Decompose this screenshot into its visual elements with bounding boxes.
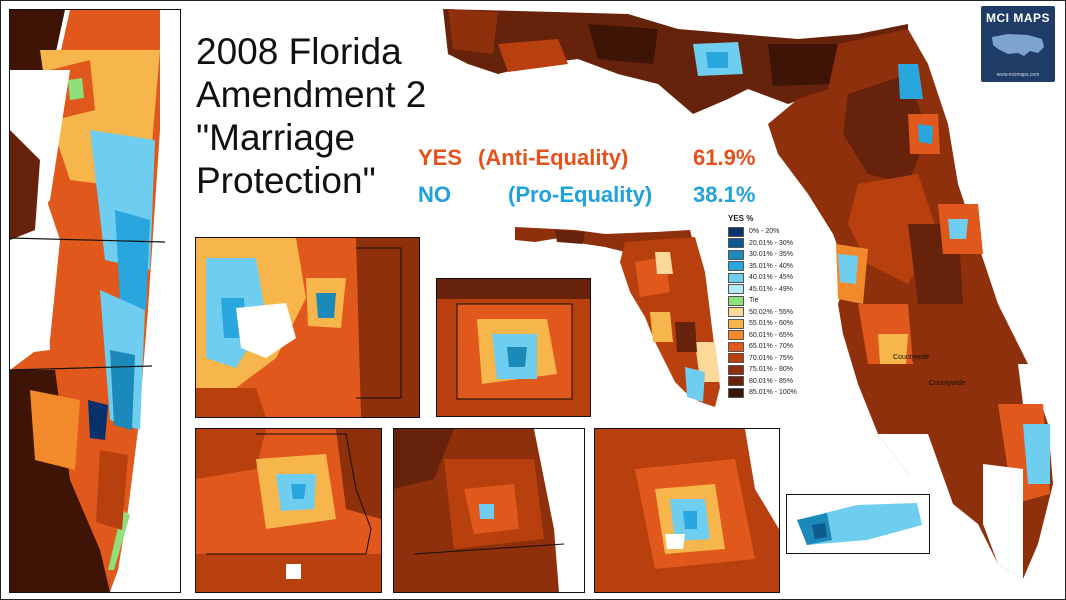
logo-url: www.mcimaps.com	[996, 72, 1040, 78]
statewide-precinct-map[interactable]	[438, 4, 1063, 596]
map-title: 2008 Florida Amendment 2 "Marriage Prote…	[196, 30, 436, 202]
legend-item: 45.01% - 49%	[728, 284, 828, 296]
central-florida-inset-map[interactable]	[594, 428, 780, 593]
legend-label: 70.01% - 75%	[749, 354, 793, 362]
legend-item: 70.01% - 75%	[728, 353, 828, 365]
jacksonville-map-svg	[394, 429, 584, 592]
legend-label: 75.01% - 80%	[749, 366, 793, 374]
statewide-map-svg	[443, 9, 1053, 579]
legend-swatch	[728, 238, 744, 249]
legend-label: 45.01% - 49%	[749, 285, 793, 293]
legend-swatch	[728, 284, 744, 295]
legend-label: 50.02% - 55%	[749, 308, 793, 316]
countywide-label-1: Countywide	[893, 354, 930, 361]
title-line-2: Amendment 2	[196, 74, 427, 115]
legend-item: 60.01% - 65%	[728, 330, 828, 342]
legend-item: 20.01% - 30%	[728, 238, 828, 250]
legend-label: 30.01% - 35%	[749, 251, 793, 259]
central-florida-map-svg	[595, 429, 779, 592]
legend-label: 55.01% - 60%	[749, 320, 793, 328]
tampa-bay-inset-map[interactable]	[195, 237, 420, 418]
legend-label: 35.01% - 40%	[749, 262, 793, 270]
title-line-4: Protection"	[196, 160, 376, 201]
legend-title: YES %	[728, 214, 754, 223]
legend-item: 0% - 20%	[728, 226, 828, 238]
legend-swatch	[728, 318, 744, 329]
yes-percent: 61.9%	[693, 145, 756, 170]
legend-swatch	[728, 307, 744, 318]
legend-label: 85.01% - 100%	[749, 389, 797, 397]
legend-swatch	[728, 249, 744, 260]
orlando-inset-map[interactable]	[436, 278, 591, 417]
legend-swatch	[728, 330, 744, 341]
legend-swatch	[728, 387, 744, 398]
no-label: NO	[418, 182, 451, 207]
title-line-1: 2008 Florida	[196, 31, 402, 72]
legend-item: 65.01% - 70%	[728, 341, 828, 353]
gainesville-map-svg	[196, 429, 381, 592]
legend-label: 65.01% - 70%	[749, 343, 793, 351]
legend-item: 30.01% - 35%	[728, 249, 828, 261]
legend-swatch	[728, 376, 744, 387]
orlando-map-svg	[437, 279, 590, 416]
southeast-coast-detail-map[interactable]	[9, 9, 181, 593]
southeast-coast-map-svg	[10, 10, 180, 592]
legend-swatch	[728, 226, 744, 237]
legend-swatch	[728, 295, 744, 306]
legend-label: 80.01% - 85%	[749, 377, 793, 385]
legend-item: 75.01% - 80%	[728, 364, 828, 376]
no-percent: 38.1%	[693, 182, 756, 207]
florida-keys-inset-map[interactable]	[786, 494, 930, 554]
no-description: (Pro-Equality)	[508, 182, 653, 207]
legend-swatch	[728, 261, 744, 272]
legend-item: 85.01% - 100%	[728, 387, 828, 399]
keys-map-svg	[787, 495, 929, 553]
legend-label: Tie	[749, 297, 759, 305]
legend-swatch	[728, 364, 744, 375]
overview-map-svg	[515, 227, 720, 407]
legend-swatch	[728, 272, 744, 283]
mci-maps-logo: MCI MAPS www.mcimaps.com	[981, 6, 1055, 82]
legend-item: 50.02% - 55%	[728, 307, 828, 319]
us-map-icon	[992, 34, 1044, 56]
title-line-3: "Marriage	[196, 117, 356, 158]
legend-item: 40.01% - 45%	[728, 272, 828, 284]
gainesville-inset-map[interactable]	[195, 428, 382, 593]
legend-item: 80.01% - 85%	[728, 376, 828, 388]
legend-label: 60.01% - 65%	[749, 331, 793, 339]
tampa-map-svg	[196, 238, 419, 417]
yes-label: YES	[418, 145, 463, 170]
legend-label: 20.01% - 30%	[749, 239, 793, 247]
countywide-label-2: Countywide	[929, 380, 966, 387]
legend-swatch	[728, 353, 744, 364]
legend-item: 55.01% - 60%	[728, 318, 828, 330]
legend-swatch	[728, 341, 744, 352]
legend-item: 35.01% - 40%	[728, 261, 828, 273]
overview-florida-map[interactable]	[515, 222, 725, 412]
yes-description: (Anti-Equality)	[478, 145, 629, 170]
map-legend: YES % 0% - 20% 20.01% - 30% 30.01% - 35% 35…	[728, 214, 828, 399]
jacksonville-area-inset-map[interactable]	[393, 428, 585, 593]
legend-label: 40.01% - 45%	[749, 274, 793, 282]
legend-label: 0% - 20%	[749, 228, 780, 236]
legend-item: Tie	[728, 295, 828, 307]
logo-name: MCI MAPS	[986, 11, 1050, 25]
